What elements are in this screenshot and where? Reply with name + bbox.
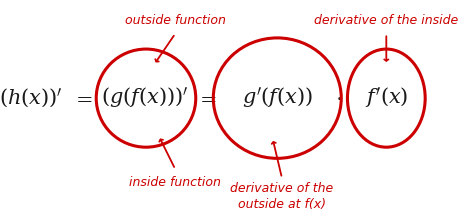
Text: inside function: inside function <box>129 176 221 189</box>
Text: $=$: $=$ <box>195 88 217 108</box>
Text: $g'(f(x))$: $g'(f(x))$ <box>242 85 313 111</box>
Text: $(h(x))'$: $(h(x))'$ <box>0 86 63 110</box>
Text: derivative of the inside: derivative of the inside <box>314 14 458 27</box>
Text: $=$: $=$ <box>72 88 94 108</box>
Text: outside function: outside function <box>125 14 226 27</box>
Text: $f'(x)$: $f'(x)$ <box>365 85 408 111</box>
Text: derivative of the
outside at f(x): derivative of the outside at f(x) <box>230 182 334 211</box>
Text: $(g(f(x)))'$: $(g(f(x)))'$ <box>100 85 189 111</box>
Text: $\cdot$: $\cdot$ <box>336 88 342 108</box>
